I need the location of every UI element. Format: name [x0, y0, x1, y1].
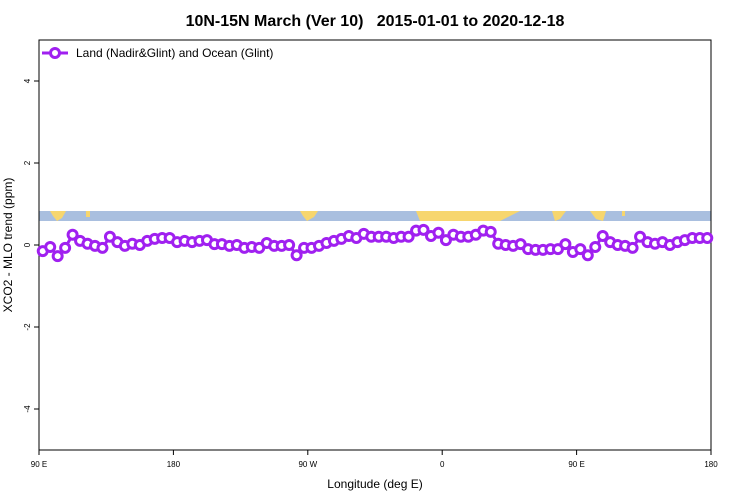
data-point: [402, 230, 415, 243]
x-tick-label: 90 E: [568, 460, 584, 469]
data-point: [626, 241, 639, 254]
legend-marker: [49, 47, 61, 59]
land-shapes: [50, 211, 625, 221]
data-point: [290, 249, 303, 262]
data-point: [417, 223, 430, 236]
x-axis-label: Longitude (deg E): [327, 477, 422, 491]
x-tick-label: 90 W: [298, 460, 317, 469]
y-tick-label: 0: [23, 242, 32, 247]
data-point: [701, 232, 714, 245]
data-point: [559, 238, 572, 251]
data-point: [283, 239, 296, 251]
x-tick-label: 180: [704, 460, 718, 469]
y-tick-label: -4: [23, 405, 32, 413]
data-point: [439, 234, 452, 247]
data-point: [484, 225, 497, 238]
legend-label: Land (Nadir&Glint) and Ocean (Glint): [76, 46, 273, 60]
data-point: [432, 226, 445, 239]
data-point: [596, 229, 609, 242]
ocean-strip: [39, 211, 711, 221]
y-tick-label: -2: [23, 323, 32, 331]
data-point: [581, 249, 594, 262]
y-tick-label: 2: [23, 160, 32, 165]
data-point: [96, 241, 109, 254]
data-point: [66, 228, 79, 241]
x-tick-label: 180: [167, 460, 181, 469]
data-point: [51, 250, 64, 263]
data-point: [589, 241, 602, 254]
x-tick-label: 0: [440, 460, 445, 469]
y-tick-label: 4: [23, 78, 32, 83]
x-tick-label: 90 E: [31, 460, 47, 469]
data-point: [574, 243, 587, 256]
data-point: [59, 241, 72, 254]
data-point: [103, 230, 116, 243]
data-point: [44, 241, 57, 254]
y-axis-label: XCO2 - MLO trend (ppm): [1, 178, 15, 313]
map-strip: [39, 211, 711, 221]
chart-title: 10N-15N March (Ver 10) 2015-01-01 to 202…: [186, 13, 565, 30]
data-point: [634, 230, 647, 243]
legend: Land (Nadir&Glint) and Ocean (Glint): [42, 46, 273, 60]
